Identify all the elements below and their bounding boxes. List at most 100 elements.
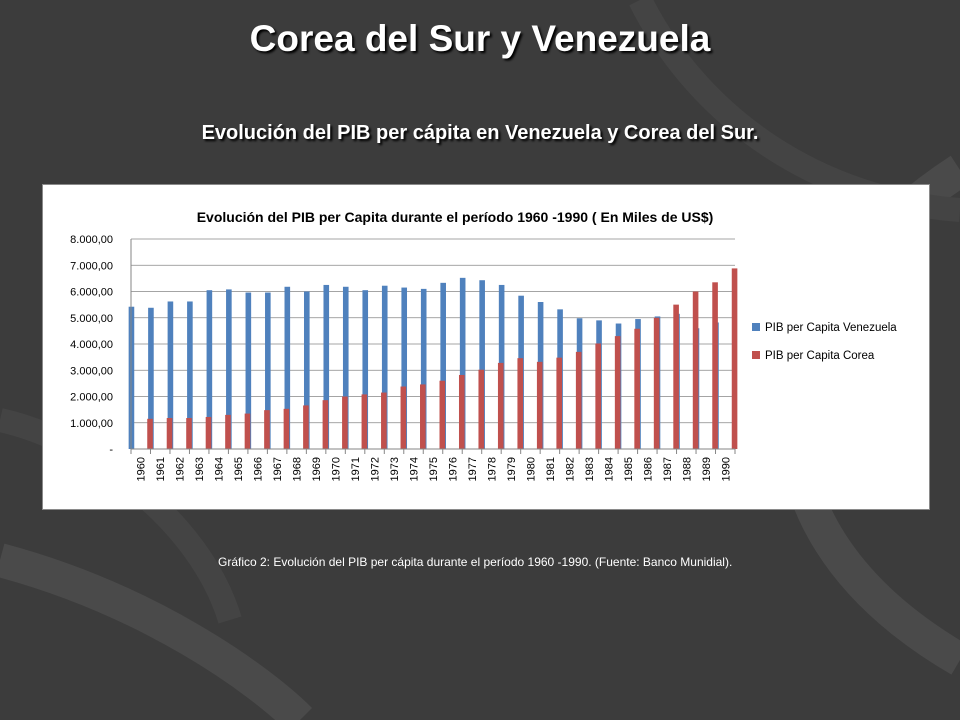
bar-corea	[478, 369, 485, 449]
x-tick-label: 1967	[272, 457, 284, 481]
legend-label-venezuela: PIB per Capita Venezuela	[765, 322, 897, 334]
y-tick-label: 6.000,00	[70, 287, 113, 299]
bar-venezuela	[381, 285, 388, 449]
y-tick-label: 2.000,00	[70, 392, 113, 404]
x-tick-label: 1983	[584, 457, 596, 481]
x-tick-label: 1977	[467, 457, 479, 481]
x-tick-label: 1968	[292, 457, 304, 481]
bar-corea	[361, 394, 368, 449]
bar-venezuela	[206, 290, 213, 449]
legend-swatch-venezuela	[752, 323, 760, 331]
bar-corea	[731, 268, 738, 449]
bar-corea	[556, 357, 563, 449]
bar-corea	[166, 418, 173, 449]
x-tick-label: 1984	[603, 457, 615, 481]
x-tick-label: 1976	[447, 457, 459, 481]
x-tick-label: 1981	[545, 457, 557, 481]
bar-venezuela	[167, 301, 174, 449]
y-tick-label: 3.000,00	[70, 365, 113, 377]
x-tick-label: 1975	[428, 457, 440, 481]
bar-corea	[264, 410, 270, 449]
bar-corea	[634, 328, 640, 449]
x-tick-label: 1973	[389, 457, 401, 481]
bar-corea	[400, 386, 407, 449]
y-tick-label: 4.000,00	[70, 339, 113, 351]
x-tick-label: 1974	[409, 457, 421, 481]
bar-corea	[575, 351, 582, 449]
bar-venezuela	[479, 280, 485, 449]
x-tick-label: 1972	[370, 457, 382, 481]
x-tick-label: 1987	[662, 457, 674, 481]
bar-corea	[342, 396, 348, 449]
x-tick-label: 1963	[194, 457, 206, 481]
bar-corea	[653, 317, 660, 449]
bar-venezuela	[226, 289, 232, 449]
chart-panel: Evolución del PIB per Capita durante el …	[42, 184, 930, 510]
bar-corea	[439, 380, 446, 449]
x-tick-label: 1962	[175, 457, 187, 481]
legend-label-corea: PIB per Capita Corea	[765, 350, 875, 362]
x-tick-label: 1971	[350, 457, 362, 481]
x-tick-label: 1970	[331, 457, 343, 481]
gridlines	[131, 238, 735, 450]
bar-corea	[147, 418, 153, 449]
bar-corea	[712, 282, 718, 449]
x-tick-label: 1969	[311, 457, 323, 481]
bar-venezuela	[284, 286, 291, 449]
bar-venezuela	[323, 284, 330, 449]
bar-corea	[692, 291, 699, 449]
legend: PIB per Capita Venezuela PIB per Capita C…	[752, 322, 897, 362]
bar-corea	[595, 343, 601, 449]
x-tick-label: 1990	[720, 457, 732, 481]
x-tick-label: 1961	[155, 457, 167, 481]
x-tick-label: 1964	[214, 457, 226, 481]
chart-title: Evolución del PIB per Capita durante el …	[197, 209, 714, 225]
bar-corea	[673, 304, 679, 449]
x-tick-label: 1989	[701, 457, 713, 481]
bar-corea	[283, 408, 290, 449]
bar-venezuela	[187, 301, 193, 449]
bar-venezuela	[459, 277, 466, 449]
slide-title: Corea del Sur y Venezuela	[249, 18, 711, 59]
bar-chart: Evolución del PIB per Capita durante el …	[70, 209, 897, 481]
x-tick-label: 1986	[642, 457, 654, 481]
x-tick-label: 1979	[506, 457, 518, 481]
x-tick-label: 1966	[253, 457, 265, 481]
axes: - 1.000,00 2.000,00 3.000,00 4.000,00 5.000,0…	[70, 234, 736, 481]
bar-venezuela	[245, 292, 252, 449]
bar-corea	[517, 358, 524, 449]
bars	[128, 268, 738, 449]
bar-venezuela	[401, 287, 408, 449]
x-tick-label: 1988	[681, 457, 693, 481]
bar-venezuela	[303, 291, 310, 449]
bar-corea	[225, 414, 231, 449]
bar-corea	[381, 392, 387, 449]
bar-corea	[497, 362, 504, 449]
bar-corea	[186, 418, 192, 449]
bar-venezuela	[342, 286, 349, 449]
bar-corea	[536, 361, 543, 449]
y-tick-label: 1.000,00	[70, 418, 113, 430]
bar-venezuela	[420, 288, 427, 449]
x-tick-label: 1985	[623, 457, 635, 481]
bar-corea	[303, 405, 309, 449]
y-tick-label: -	[109, 444, 113, 456]
x-tick-label: 1960	[136, 457, 148, 481]
y-tick-label: 5.000,00	[70, 313, 113, 325]
bar-corea	[205, 416, 212, 449]
y-tick-label: 8.000,00	[70, 234, 113, 246]
x-tick-label: 1965	[233, 457, 245, 481]
x-tick-label: 1980	[525, 457, 537, 481]
x-tick-label: 1982	[564, 457, 576, 481]
bar-corea	[614, 336, 621, 449]
bar-corea	[420, 384, 426, 449]
bar-corea	[458, 374, 465, 449]
bar-venezuela	[440, 282, 446, 449]
bar-venezuela	[148, 307, 154, 449]
figure-caption: Gráfico 2: Evolución del PIB per cápita …	[218, 555, 733, 569]
bar-venezuela	[265, 292, 271, 449]
bar-corea	[322, 400, 329, 449]
x-tick-label: 1978	[486, 457, 498, 481]
y-tick-label: 7.000,00	[70, 260, 113, 272]
bar-venezuela	[362, 290, 369, 449]
